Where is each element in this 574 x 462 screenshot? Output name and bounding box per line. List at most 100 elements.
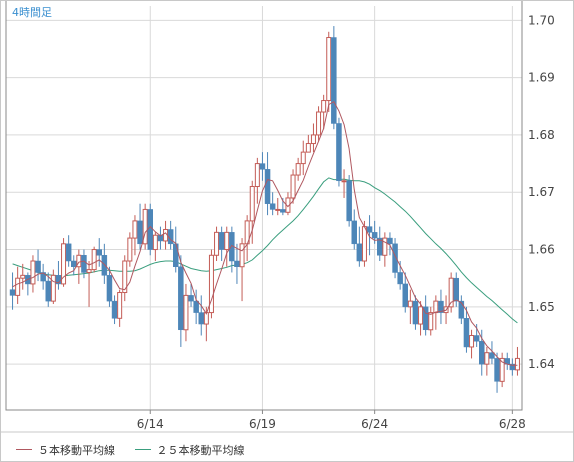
candle-body-down xyxy=(218,232,225,250)
candle xyxy=(61,238,67,287)
candle-body-up xyxy=(407,300,413,308)
candle xyxy=(382,232,388,267)
candle xyxy=(9,272,16,310)
candle xyxy=(147,203,153,256)
candle-body-down xyxy=(173,243,179,267)
candle xyxy=(310,123,316,153)
candle xyxy=(142,203,148,250)
candle xyxy=(387,232,393,256)
candle-body-up xyxy=(484,352,490,365)
candle-body-down xyxy=(264,169,271,204)
candle xyxy=(183,283,189,342)
candle-body-up xyxy=(275,208,281,211)
candle-body-down xyxy=(479,340,485,365)
candle xyxy=(366,215,373,256)
candle xyxy=(509,358,516,376)
candle-body-down xyxy=(392,243,398,273)
y-tick-labels: 1.70 1.69 1.68 1.67 1.66 1.65 1.64 xyxy=(528,13,555,371)
candle-body-up xyxy=(117,292,123,319)
candle xyxy=(489,341,495,365)
candle xyxy=(326,31,332,113)
candle xyxy=(254,157,260,204)
candle xyxy=(290,169,296,204)
x-tick-label: 6/24 xyxy=(361,417,388,431)
candle-body-down xyxy=(366,226,373,233)
candle-body-up xyxy=(224,231,230,251)
candle-body-down xyxy=(269,203,276,210)
ma5-line xyxy=(12,101,518,366)
candle-body-up xyxy=(321,100,327,113)
candle xyxy=(469,329,475,359)
candle-body-down xyxy=(9,289,16,296)
candle-body-down xyxy=(422,306,429,331)
candle xyxy=(111,295,118,325)
candle xyxy=(259,152,266,181)
candle-body-down xyxy=(402,283,408,308)
candle-body-up xyxy=(469,335,475,348)
candle xyxy=(45,272,51,307)
candle xyxy=(377,226,383,262)
candle xyxy=(494,352,500,393)
candle xyxy=(479,329,485,376)
candle-body-down xyxy=(473,335,480,342)
y-tick-label: 1.64 xyxy=(528,357,555,371)
candle xyxy=(305,134,311,153)
candle-body-up xyxy=(295,163,301,176)
candle-body-up xyxy=(326,37,332,102)
candle xyxy=(336,117,342,187)
candle xyxy=(448,272,454,313)
candle xyxy=(224,226,230,267)
candle xyxy=(193,289,199,325)
candle-body-up xyxy=(76,254,82,268)
candlesticks xyxy=(9,26,520,393)
candle xyxy=(208,249,214,319)
ma25-line xyxy=(12,177,518,324)
candle-body-up xyxy=(361,226,367,262)
candle xyxy=(91,246,97,273)
candle-body-down xyxy=(96,249,102,256)
candle-body-up xyxy=(499,357,505,382)
candle-body-up xyxy=(300,151,306,165)
candle-body-down xyxy=(458,300,465,319)
candle xyxy=(50,269,56,304)
candle-body-up xyxy=(208,254,214,314)
candle xyxy=(244,215,250,262)
candle-body-up xyxy=(91,249,97,271)
candle xyxy=(106,266,113,307)
legend-label-ma5: ５本移動平均線 xyxy=(38,443,115,457)
candle-body-down xyxy=(71,260,77,267)
candle-body-down xyxy=(463,318,470,348)
candle-body-up xyxy=(305,143,311,153)
candle-body-down xyxy=(147,209,153,250)
candle-body-up xyxy=(152,234,158,251)
candle-body-up xyxy=(310,134,316,145)
legend-item-ma5: ５本移動平均線 xyxy=(16,442,115,458)
candle xyxy=(81,249,87,279)
candle-body-up xyxy=(86,269,92,273)
candle xyxy=(239,238,245,302)
candle xyxy=(269,192,276,216)
candle xyxy=(346,175,352,227)
candle xyxy=(402,272,408,313)
candle-body-down xyxy=(65,243,72,262)
candle xyxy=(504,352,510,370)
x-tick-label: 6/19 xyxy=(249,417,276,431)
candle xyxy=(428,306,434,336)
candle xyxy=(418,301,424,336)
candle-body-up xyxy=(15,277,21,296)
y-tick-label: 1.68 xyxy=(528,128,555,142)
candle-body-down xyxy=(351,220,357,245)
candle xyxy=(35,249,41,282)
candle-body-up xyxy=(433,300,439,314)
candle-body-down xyxy=(412,300,419,325)
candle-body-down xyxy=(234,260,240,267)
candle-body-up xyxy=(132,220,138,239)
y-tick-label: 1.69 xyxy=(528,71,555,85)
candle-body-down xyxy=(494,358,500,382)
candle xyxy=(40,263,46,290)
candle-body-up xyxy=(254,163,260,188)
candle-body-down xyxy=(101,255,108,276)
candle xyxy=(422,295,429,336)
y-tick-label: 1.66 xyxy=(528,243,555,257)
